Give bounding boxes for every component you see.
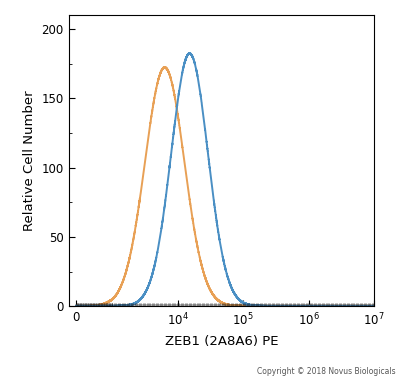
Text: Copyright © 2018 Novus Biologicals: Copyright © 2018 Novus Biologicals [257,367,396,376]
Y-axis label: Relative Cell Number: Relative Cell Number [23,90,36,231]
X-axis label: ZEB1 (2A8A6) PE: ZEB1 (2A8A6) PE [165,335,278,348]
